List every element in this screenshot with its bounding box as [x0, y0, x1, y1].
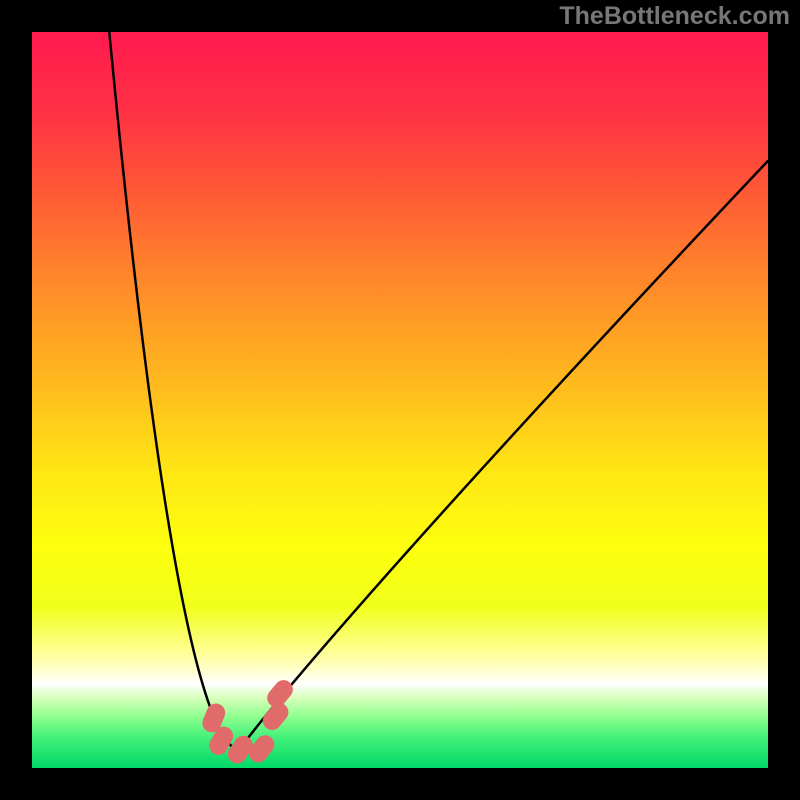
chart-svg: [32, 32, 768, 768]
chart-background: [32, 32, 768, 768]
watermark-text: TheBottleneck.com: [559, 2, 790, 31]
chart-plot-area: [32, 32, 768, 768]
